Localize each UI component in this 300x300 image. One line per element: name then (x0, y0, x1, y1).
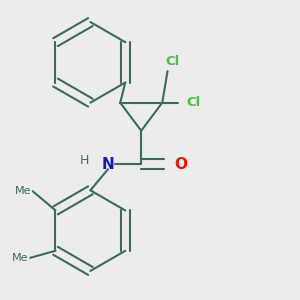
Text: O: O (175, 157, 188, 172)
Text: Cl: Cl (187, 96, 201, 109)
Text: Cl: Cl (166, 55, 180, 68)
Text: Me: Me (14, 186, 31, 196)
Text: Me: Me (12, 253, 28, 263)
Text: H: H (79, 154, 89, 167)
Text: N: N (102, 157, 114, 172)
